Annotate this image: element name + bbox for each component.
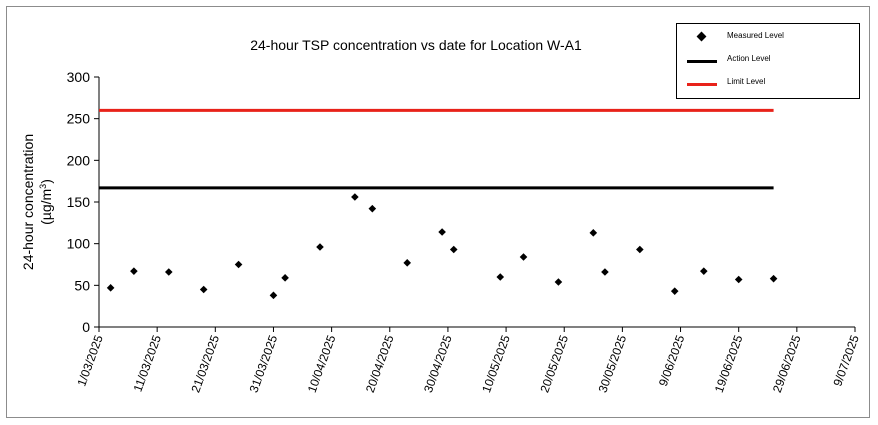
legend-label-limit: Limit Level	[727, 77, 766, 86]
x-tick-label: 30/04/2025	[421, 333, 455, 395]
data-point	[130, 267, 138, 275]
data-point	[636, 245, 644, 254]
data-point	[769, 274, 778, 283]
x-tick-label: 9/06/2025	[656, 333, 688, 388]
data-point	[368, 204, 377, 213]
data-point	[199, 285, 208, 294]
x-tick-label: 10/04/2025	[305, 333, 339, 395]
data-point	[670, 287, 679, 295]
y-tick-label: 150	[67, 194, 91, 210]
y-tick-label: 200	[67, 152, 91, 168]
data-point	[316, 243, 324, 251]
legend-item-limit: Limit Level	[677, 74, 861, 94]
x-tick-label: 21/03/2025	[188, 333, 222, 395]
y-tick-label: 100	[67, 236, 91, 252]
y-axis-label: 24-hour concentration	[20, 134, 36, 270]
data-point	[700, 267, 708, 275]
y-tick-label: 0	[82, 319, 90, 335]
legend: Measured Level Action Level Limit Level	[676, 23, 860, 99]
y-tick-label: 250	[67, 111, 91, 127]
x-tick-label: 31/03/2025	[247, 333, 281, 395]
x-tick-label: 1/03/2025	[74, 333, 106, 388]
diamond-marker-icon	[696, 31, 707, 42]
data-point	[734, 275, 743, 284]
data-point	[106, 284, 115, 292]
legend-label-action: Action Level	[727, 54, 771, 63]
legend-item-measured: Measured Level	[677, 28, 861, 48]
limit-line-swatch	[687, 83, 717, 86]
x-tick-label: 19/06/2025	[712, 333, 746, 395]
data-point	[554, 278, 563, 286]
x-tick-label: 11/03/2025	[131, 333, 165, 394]
x-tick-label: 10/05/2025	[479, 333, 513, 395]
y-tick-label: 50	[74, 277, 90, 293]
chart-title: 24-hour TSP concentration vs date for Lo…	[250, 37, 582, 53]
x-tick-label: 20/04/2025	[363, 333, 397, 395]
x-tick-label: 20/05/2025	[537, 333, 571, 395]
x-tick-label: 29/06/2025	[770, 333, 804, 395]
y-axis-unit: (µg/m3)	[38, 179, 54, 225]
data-point	[449, 245, 458, 254]
x-tick-label: 30/05/2025	[596, 333, 630, 395]
data-point	[589, 229, 598, 237]
data-point	[281, 274, 289, 282]
data-point	[351, 193, 359, 201]
data-point	[234, 260, 243, 269]
legend-item-action: Action Level	[677, 51, 861, 71]
chart-frame: 24-hour TSP concentration vs date for Lo…	[6, 6, 870, 418]
legend-label-measured: Measured Level	[727, 31, 784, 40]
chart-svg: 24-hour TSP concentration vs date for Lo…	[20, 37, 862, 395]
action-line-swatch	[687, 60, 717, 63]
data-point	[519, 253, 528, 261]
x-tick-label: 9/07/2025	[830, 333, 862, 388]
data-point	[403, 259, 412, 267]
data-point	[164, 268, 173, 276]
data-point	[496, 273, 505, 281]
data-point	[601, 268, 609, 276]
data-point	[438, 228, 446, 236]
y-tick-label: 300	[67, 69, 91, 85]
data-point	[269, 291, 278, 300]
